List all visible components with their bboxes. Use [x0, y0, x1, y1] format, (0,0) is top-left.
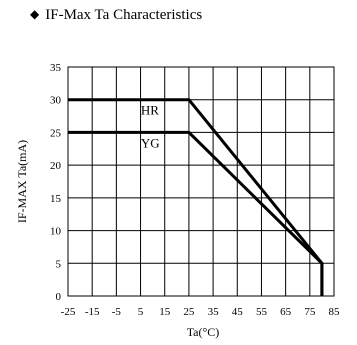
y-axis-label: IF-MAX Ta(mA)	[15, 140, 29, 223]
x-tick-label: -5	[112, 306, 122, 318]
y-tick-label: 30	[50, 95, 62, 107]
x-tick-label: 85	[329, 306, 341, 318]
y-tick-label: 35	[50, 62, 62, 74]
grid-lines	[67, 66, 335, 297]
y-tick-label: 10	[50, 226, 62, 238]
plot-border	[67, 66, 335, 297]
x-tick-label: 75	[304, 306, 316, 318]
x-tick-label: 15	[159, 306, 171, 318]
x-tick-label: 55	[256, 306, 268, 318]
series-labels: HR YG	[141, 103, 160, 151]
y-tick-label: 0	[56, 291, 62, 303]
x-tick-label: -15	[85, 306, 100, 318]
x-axis-label: Ta(°C)	[187, 325, 220, 339]
y-axis-ticks: 0 5 10 15 20 25 30 35	[50, 62, 62, 303]
series-label-hr: HR	[141, 103, 159, 118]
chart-heading: ◆ IF-Max Ta Characteristics	[30, 7, 202, 24]
x-tick-label: 35	[208, 306, 220, 318]
y-tick-label: 15	[50, 193, 62, 205]
series-line-yg	[68, 130, 324, 296]
y-tick-label: 25	[50, 127, 62, 139]
series-label-yg: YG	[141, 135, 160, 150]
y-tick-label: 20	[50, 160, 62, 172]
plot-frame	[67, 66, 335, 297]
x-tick-label: 65	[280, 306, 292, 318]
x-tick-label: -25	[61, 306, 76, 318]
x-tick-label: 5	[138, 306, 144, 318]
x-tick-label: 25	[183, 306, 195, 318]
diamond-bullet-icon: ◆	[30, 7, 40, 21]
chart-title: IF-Max Ta Characteristics	[45, 7, 203, 23]
y-tick-label: 5	[56, 258, 62, 270]
x-axis-ticks: -25 -15 -5 5 15 25 35 45 55 65 75 85	[61, 306, 340, 318]
series-lines	[68, 98, 324, 296]
x-tick-label: 45	[232, 306, 244, 318]
